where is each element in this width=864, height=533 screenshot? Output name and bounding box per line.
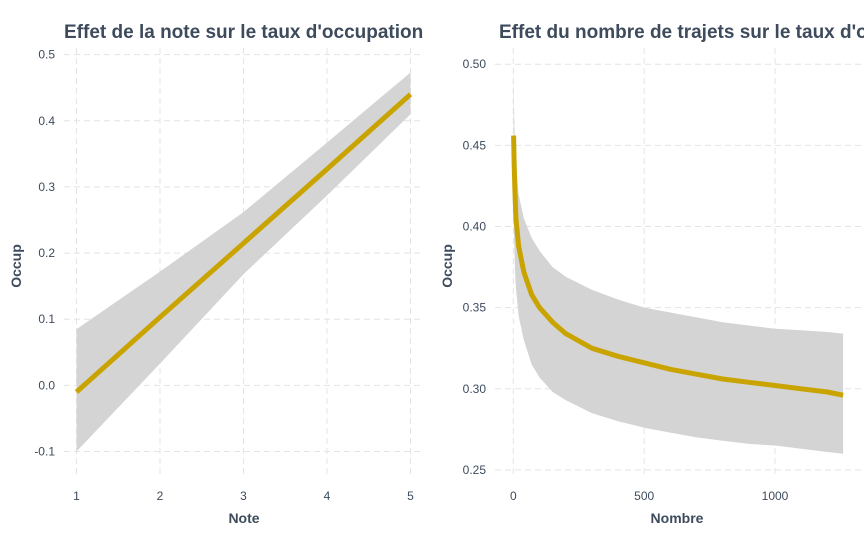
y-tick-label: 0.45 xyxy=(463,138,487,152)
y-tick-label: 0.40 xyxy=(463,219,487,233)
x-axis-title: Nombre xyxy=(651,510,704,526)
panel-nombre: Effet du nombre de trajets sur le taux d… xyxy=(439,22,864,526)
x-tick-label: 5 xyxy=(407,489,414,503)
x-tick-label: 2 xyxy=(157,489,164,503)
y-axis-title: Occup xyxy=(439,244,455,288)
y-tick-label: 0.1 xyxy=(38,312,55,326)
y-tick-label: 0.50 xyxy=(463,57,487,71)
x-tick-label: 500 xyxy=(634,489,654,503)
y-tick-label: 0.2 xyxy=(38,246,55,260)
y-tick-label: 0.4 xyxy=(38,114,55,128)
y-tick-label: 0.30 xyxy=(463,382,487,396)
x-tick-label: 3 xyxy=(240,489,247,503)
x-tick-label: 4 xyxy=(324,489,331,503)
x-tick-label: 1 xyxy=(73,489,80,503)
x-axis-title: Note xyxy=(228,510,259,526)
x-tick-label: 1000 xyxy=(762,489,789,503)
panel-note: Effet de la note sur le taux d'occupatio… xyxy=(8,22,423,526)
confidence-ribbon xyxy=(513,67,844,454)
y-tick-label: 0.5 xyxy=(38,48,55,62)
y-tick-label: 0.3 xyxy=(38,180,55,194)
x-tick-label: 0 xyxy=(510,489,517,503)
chart-title: Effet de la note sur le taux d'occupatio… xyxy=(64,22,423,43)
y-tick-label: 0.35 xyxy=(463,301,487,315)
y-axis-title: Occup xyxy=(8,244,24,288)
series-line xyxy=(74,92,413,394)
y-tick-label: 0.0 xyxy=(38,378,55,392)
y-tick-label: 0.25 xyxy=(463,463,487,477)
y-tick-label: -0.1 xyxy=(34,445,55,459)
chart-title: Effet du nombre de trajets sur le taux d… xyxy=(499,22,864,43)
series-line xyxy=(511,135,844,398)
